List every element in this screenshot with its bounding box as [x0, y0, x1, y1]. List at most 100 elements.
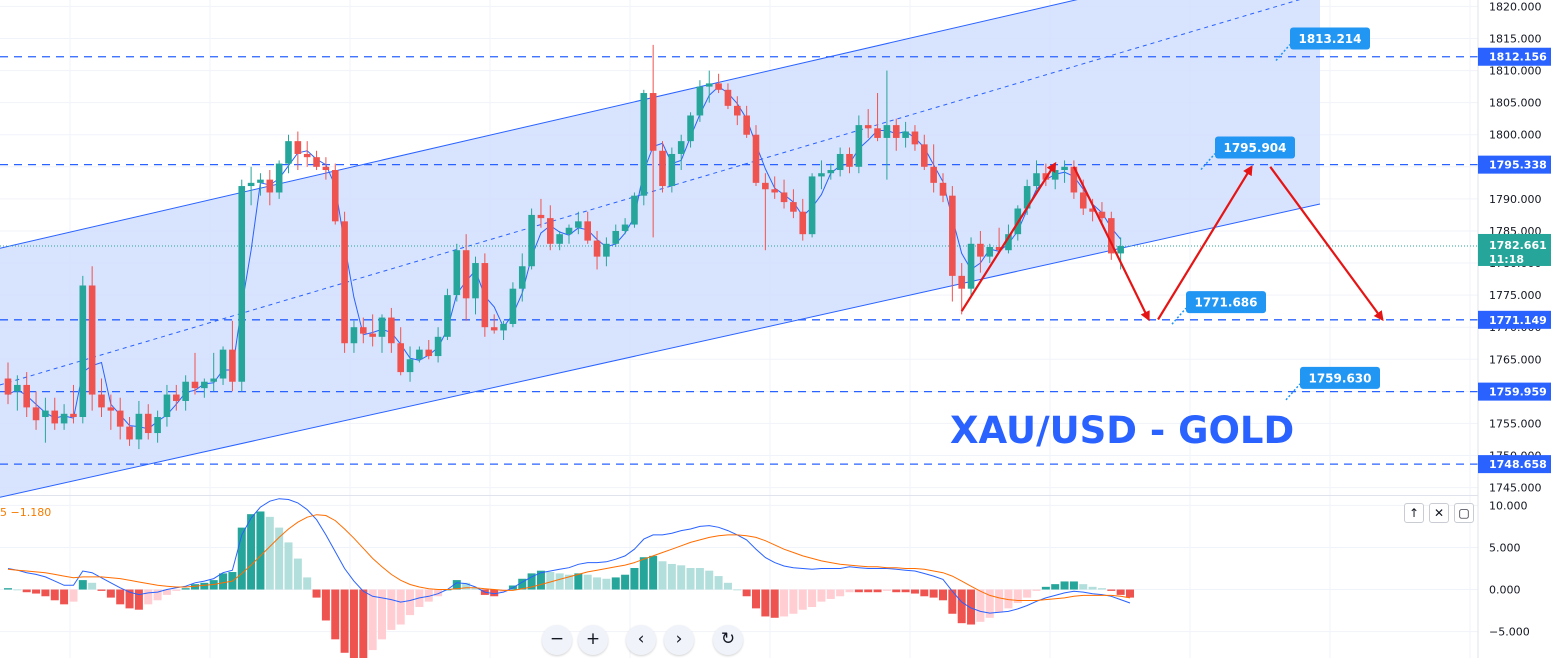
macd-histogram-bar: [536, 570, 545, 590]
price-callouts: 1813.214 1795.904 1771.686 1759.630: [1171, 27, 1380, 401]
candle-body: [472, 263, 479, 299]
macd-histogram-bar: [1013, 589, 1022, 603]
macd-histogram-bar: [882, 589, 891, 591]
pane-close-button[interactable]: ✕: [1429, 503, 1449, 523]
candle-body: [98, 394, 105, 408]
macd-histogram-bar: [490, 589, 499, 597]
macd-histogram-bar: [705, 570, 714, 590]
macd-histogram-bar: [303, 577, 312, 590]
candle-body: [135, 413, 143, 440]
macd-histogram-bar: [1088, 586, 1097, 590]
price-tick-label: 1800.000: [1489, 129, 1542, 142]
candle-body: [32, 407, 40, 421]
candle-body: [154, 417, 161, 434]
macd-histogram-bar: [97, 589, 106, 591]
candle-body: [677, 141, 685, 154]
price-tick-label: 1820.000: [1489, 0, 1542, 13]
callout-pointer: [1200, 153, 1216, 171]
candle-body: [1070, 166, 1078, 193]
macd-histogram-bar: [312, 589, 321, 598]
candle-body: [556, 234, 563, 244]
macd-histogram-bar: [41, 589, 50, 597]
candle-body: [191, 381, 199, 389]
macd-histogram-bar: [256, 511, 265, 590]
macd-histogram-bar: [275, 527, 284, 590]
candle-body: [163, 394, 171, 418]
macd-histogram-bar: [677, 565, 686, 590]
macd-histogram-bar: [939, 589, 947, 601]
candle-body: [416, 349, 423, 360]
candle-body: [397, 343, 404, 373]
macd-histogram-bar: [873, 589, 882, 593]
macd-histogram-bar: [929, 589, 938, 598]
candle-body: [444, 295, 451, 337]
macd-histogram-bar: [686, 567, 695, 590]
level-price-tag-label: 1759.959: [1489, 386, 1547, 399]
pane-move-up-button[interactable]: ↑: [1404, 503, 1424, 523]
macd-histogram-bar: [518, 578, 527, 590]
macd-histogram-bar: [50, 589, 59, 601]
candle-body: [734, 105, 741, 116]
macd-histogram-bar: [60, 589, 69, 605]
level-price-tag-label: 1795.338: [1489, 159, 1547, 172]
candle-body: [668, 153, 676, 187]
candle-body: [603, 243, 610, 257]
macd-histogram-bar: [658, 561, 667, 590]
candle-body: [462, 250, 470, 299]
candle-body: [874, 128, 881, 138]
macd-histogram-bar: [237, 527, 246, 590]
candle-body: [182, 381, 189, 401]
callout-box: [1215, 136, 1295, 159]
candle-body: [23, 384, 30, 408]
macd-histogram-bar: [1069, 581, 1078, 590]
zoom-in-button[interactable]: +: [578, 625, 608, 655]
candle-body: [79, 285, 87, 418]
candle-body: [892, 125, 900, 138]
macd-histogram-bar: [1023, 589, 1032, 598]
macd-histogram-bar: [621, 574, 630, 590]
candle-body: [958, 275, 965, 289]
projection-arrow: [960, 161, 1057, 312]
candle-body: [902, 131, 909, 138]
macd-histogram-bar: [817, 589, 826, 602]
projection-arrow: [1072, 166, 1150, 322]
macd-histogram-bar: [125, 589, 134, 609]
signal-line: [7, 514, 1131, 601]
macd-line: [7, 498, 1131, 614]
reset-chart-button[interactable]: ↻: [713, 625, 743, 655]
macd-histogram-bar: [424, 589, 433, 602]
macd-histogram-bar: [985, 589, 994, 618]
scroll-right-button[interactable]: ›: [664, 625, 694, 655]
callout-pointer: [1171, 307, 1187, 325]
candle-body: [547, 218, 554, 244]
macd-histogram-bar: [836, 589, 845, 597]
price-tick-label: 1810.000: [1489, 65, 1542, 78]
pane-maximize-button[interactable]: ▢: [1454, 503, 1474, 523]
level-price-tag-label: 1748.658: [1489, 458, 1547, 471]
candle-body: [780, 192, 788, 203]
macd-histogram-bar: [808, 589, 817, 608]
candle-body: [247, 182, 255, 187]
candle-body: [1005, 234, 1012, 251]
macd-histogram-bar: [1116, 589, 1125, 595]
zoom-out-button[interactable]: −: [542, 625, 572, 655]
macd-histogram-bar: [321, 589, 330, 621]
callout-pointer: [1285, 383, 1301, 401]
macd-histogram-bar: [368, 589, 377, 651]
candle-body: [799, 211, 807, 235]
candle-body: [818, 173, 825, 177]
candle-body: [285, 141, 292, 164]
price-axis[interactable]: 1820.000 1815.000 1810.000 1805.000 1800.000…: [1477, 0, 1551, 658]
macd-histogram-bar: [172, 589, 181, 591]
macd-histogram-bar: [695, 567, 704, 590]
candle-body: [584, 221, 591, 241]
price-tick-label: 1790.000: [1489, 193, 1542, 206]
macd-histogram-bar: [452, 580, 461, 590]
candle-body: [762, 182, 769, 190]
scroll-left-button[interactable]: ‹: [626, 625, 656, 655]
candle-body: [921, 144, 928, 167]
macd-histogram-bar: [1097, 588, 1106, 590]
candle-body: [14, 384, 21, 392]
macd-histogram-bar: [649, 555, 658, 590]
